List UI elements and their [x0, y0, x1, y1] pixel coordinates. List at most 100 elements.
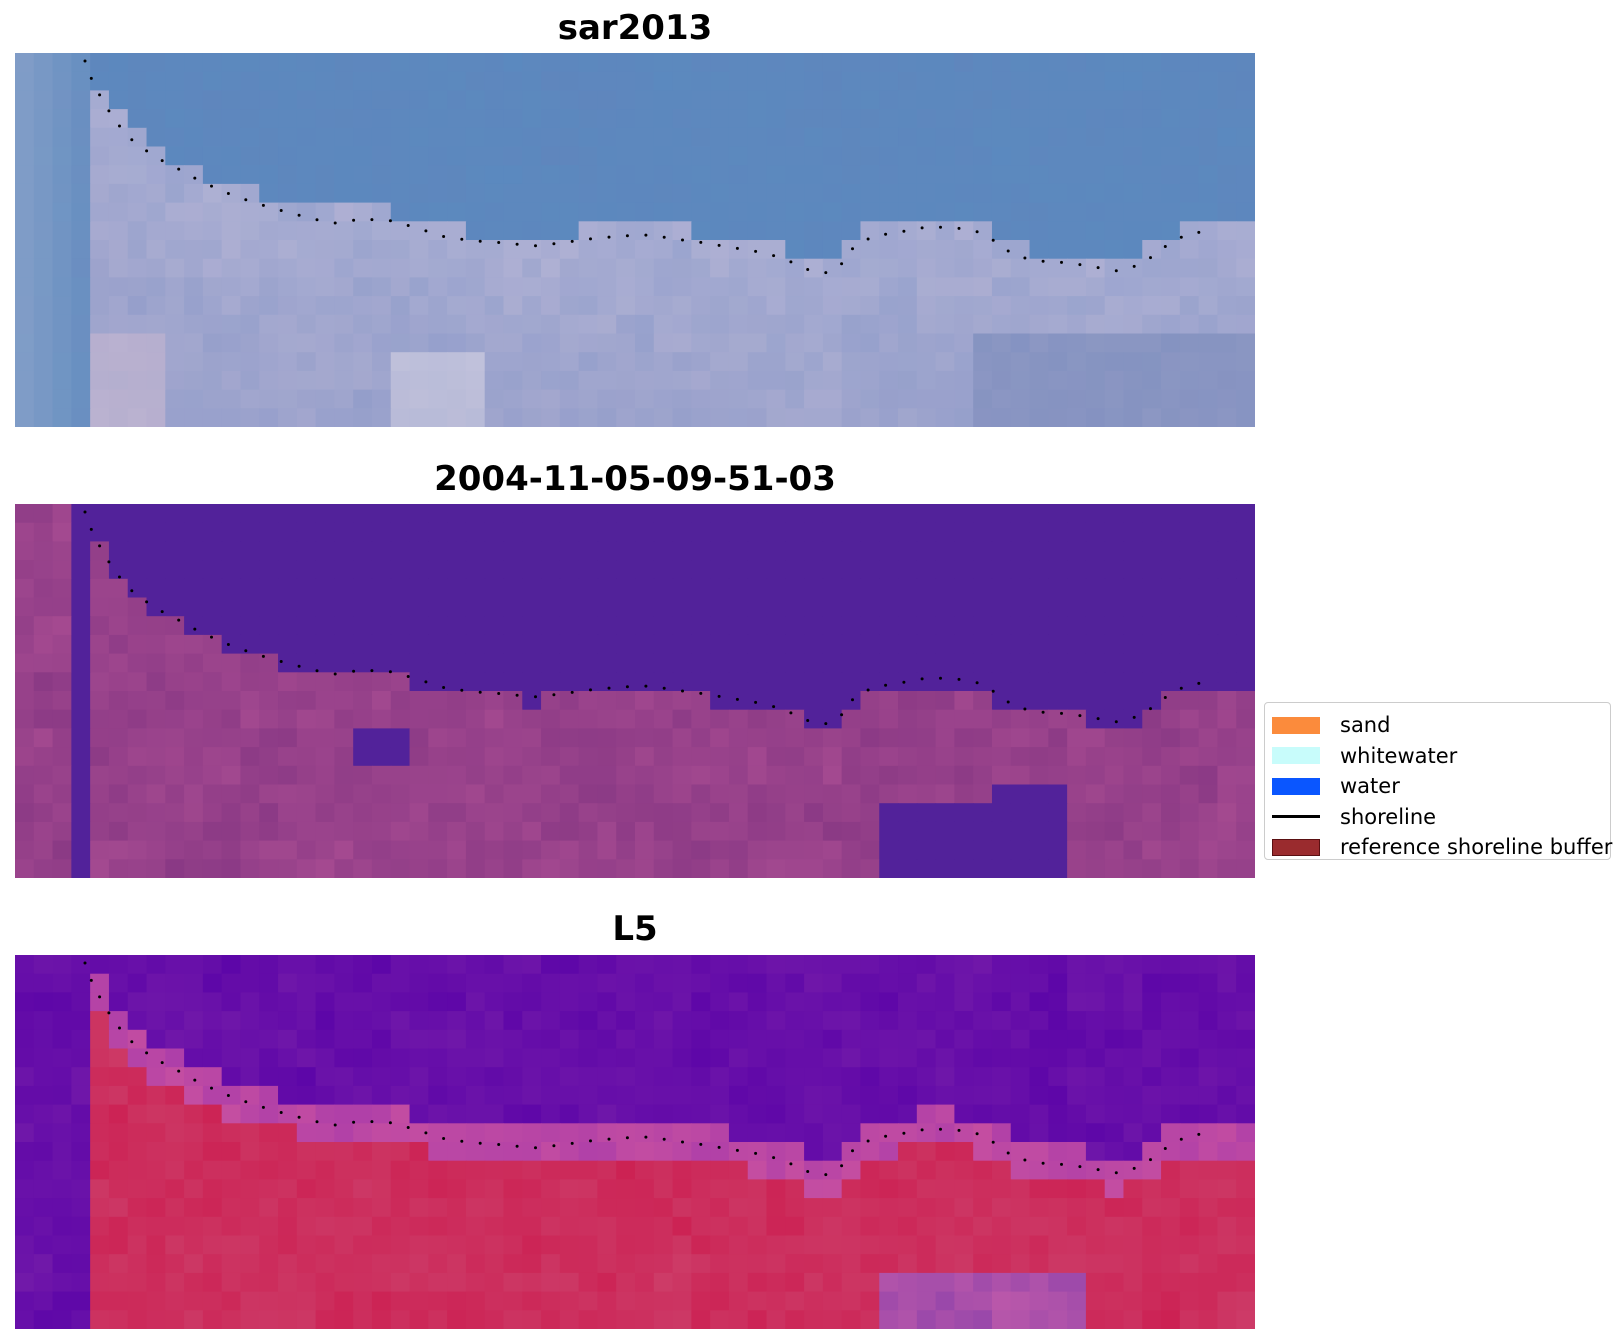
shoreline-dots	[83, 510, 1201, 726]
shoreline-dot	[1023, 1158, 1027, 1162]
shoreline-dot	[442, 686, 446, 689]
shoreline-dot	[370, 1120, 374, 1124]
shoreline-dot	[210, 184, 213, 188]
shoreline-dot	[515, 693, 519, 697]
legend-label: reference shoreline buffer	[1340, 835, 1613, 860]
shoreline-dot	[1179, 1137, 1183, 1141]
shoreline-dot	[662, 235, 666, 239]
shoreline-dot	[806, 1170, 810, 1173]
shoreline-dot	[534, 1146, 537, 1150]
shoreline-dot	[840, 713, 844, 717]
shoreline-dot	[315, 1120, 319, 1124]
panel-rgb-image	[15, 53, 1255, 427]
shoreline-dot	[552, 1144, 556, 1148]
shoreline-dot	[160, 159, 164, 163]
shoreline-dot	[107, 560, 111, 564]
shoreline-dot	[145, 1051, 149, 1055]
shoreline-dot	[177, 618, 181, 622]
shoreline-dot	[1078, 263, 1082, 267]
shoreline-dot	[840, 1164, 844, 1168]
classified-pixels	[15, 504, 1255, 878]
shoreline-dot	[193, 1078, 197, 1082]
shoreline-dot	[1163, 1147, 1167, 1150]
shoreline-dot	[975, 681, 979, 685]
shoreline-dot	[1060, 711, 1063, 715]
shoreline-dot	[145, 149, 149, 153]
shoreline-dot	[735, 246, 739, 250]
legend-item-shoreline: shoreline	[1272, 802, 1600, 833]
shoreline-dot	[424, 680, 428, 684]
shoreline-dot	[902, 1131, 906, 1135]
shoreline-dot	[920, 677, 924, 681]
shoreline-dot	[130, 138, 134, 142]
shoreline-dot	[806, 719, 810, 722]
shoreline-dot	[89, 527, 93, 531]
shoreline-dot	[442, 235, 446, 238]
shoreline-dot	[1197, 1132, 1201, 1136]
shoreline-dot	[1114, 269, 1118, 273]
shoreline-dot	[226, 643, 230, 646]
shoreline-dot	[754, 700, 758, 704]
shoreline-dot	[497, 692, 501, 695]
shoreline-dot	[210, 635, 213, 639]
panel-title-2: 2004-11-05-09-51-03	[434, 459, 836, 499]
shoreline-dot	[789, 711, 793, 715]
shoreline-dot	[297, 213, 301, 217]
shoreline-dot	[130, 1040, 134, 1044]
shoreline-dot	[424, 1131, 428, 1135]
legend-item-sand: sand	[1272, 710, 1600, 741]
shoreline-dots	[83, 59, 1201, 275]
whitewater-swatch	[1272, 747, 1320, 765]
shoreline-dot	[107, 1011, 111, 1015]
shoreline-dot	[1132, 264, 1136, 268]
shoreline-dot	[226, 192, 230, 195]
shoreline-dot	[625, 685, 629, 689]
shoreline-dot	[118, 124, 121, 128]
shoreline-dot	[806, 268, 810, 271]
shoreline-dot	[1096, 1168, 1100, 1172]
shoreline-dot	[352, 218, 356, 222]
shoreline-dot	[699, 691, 703, 695]
shoreline-dot	[1041, 710, 1045, 714]
shoreline-dot	[884, 232, 888, 236]
shoreline-dot	[160, 610, 164, 614]
shoreline-dot	[717, 694, 721, 698]
shoreline-dot	[902, 229, 906, 233]
shoreline-dot	[735, 1148, 739, 1152]
shoreline-dot	[991, 689, 995, 693]
shoreline-dot	[939, 225, 942, 229]
shoreline-dot	[939, 1127, 942, 1131]
shoreline-dot	[118, 575, 121, 579]
shoreline-dot	[1163, 696, 1167, 699]
legend-item-water: water	[1272, 771, 1600, 802]
shoreline-dot	[699, 1142, 703, 1146]
shoreline-dot	[279, 660, 283, 663]
shoreline-dot	[1041, 259, 1045, 263]
shoreline-dot	[89, 978, 93, 982]
shoreline-dot	[352, 1120, 356, 1124]
legend-label: whitewater	[1340, 743, 1458, 768]
shoreline-dot	[840, 262, 844, 266]
shoreline-dot	[920, 226, 924, 230]
shoreline-dot	[625, 1136, 629, 1140]
shoreline-dot	[789, 260, 793, 264]
shoreline-dot	[244, 1100, 248, 1104]
legend-label: shoreline	[1340, 804, 1437, 829]
shoreline-dot	[1006, 249, 1010, 253]
shoreline-dot	[662, 686, 666, 690]
shoreline-dot	[515, 1144, 519, 1148]
shoreline-dot	[460, 688, 464, 692]
shoreline-dot	[589, 237, 592, 241]
shoreline-dot	[957, 677, 961, 681]
rgb-image-canvas	[15, 53, 1255, 427]
shoreline-dot	[939, 676, 942, 680]
shoreline-dot	[160, 1061, 164, 1065]
shoreline-dot	[884, 683, 888, 687]
shoreline-dot	[1023, 707, 1027, 711]
shoreline-dot	[478, 239, 482, 243]
shoreline-dot	[226, 1094, 230, 1097]
shoreline-dot	[589, 1139, 592, 1143]
shoreline-dot	[370, 218, 374, 222]
shoreline-dot	[1149, 256, 1152, 260]
shoreline-dot	[552, 693, 556, 697]
